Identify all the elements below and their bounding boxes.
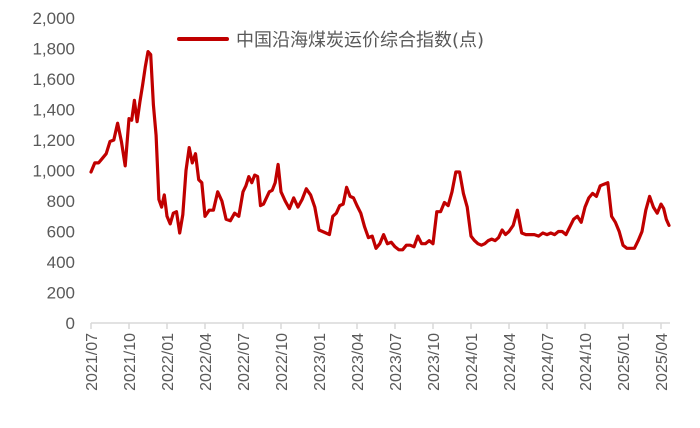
x-tick-label: 2025/01 bbox=[616, 333, 633, 391]
x-tick-label: 2024/07 bbox=[540, 333, 557, 391]
y-tick-label: 2,000 bbox=[32, 9, 75, 28]
legend: 中国沿海煤炭运价综合指数(点) bbox=[177, 30, 484, 51]
x-tick-label: 2022/01 bbox=[160, 333, 177, 391]
x-tick-label: 2024/10 bbox=[578, 333, 595, 391]
y-tick-label: 1,800 bbox=[32, 40, 75, 59]
x-axis: 2021/07 2021/10 2022/01 2022/04 2022/07 2022/… bbox=[84, 322, 671, 391]
y-tick-label: 1,000 bbox=[32, 162, 75, 181]
x-tick-label: 2023/01 bbox=[312, 333, 329, 391]
y-tick-label: 1,200 bbox=[32, 131, 75, 150]
y-axis: 0 200 400 600 800 1,000 1,200 1,400 1,600 1,800 2,… bbox=[32, 9, 75, 333]
x-tick-label: 2024/01 bbox=[464, 333, 481, 391]
x-tick-label: 2023/10 bbox=[426, 333, 443, 391]
x-tick-label: 2025/04 bbox=[654, 333, 671, 391]
y-tick-label: 1,600 bbox=[32, 70, 75, 89]
legend-label: 中国沿海煤炭运价综合指数(点) bbox=[236, 30, 484, 51]
series-line bbox=[89, 50, 671, 252]
x-tick-label: 2024/04 bbox=[502, 333, 519, 391]
y-tick-label: 200 bbox=[47, 284, 75, 303]
x-tick-label: 2022/04 bbox=[198, 333, 215, 391]
x-tick-label: 2021/07 bbox=[84, 333, 101, 391]
series-path bbox=[89, 50, 671, 252]
x-tick-label: 2023/07 bbox=[388, 333, 405, 391]
y-tick-label: 0 bbox=[66, 314, 75, 333]
y-tick-label: 600 bbox=[47, 223, 75, 242]
y-tick-label: 800 bbox=[47, 192, 75, 211]
y-tick-label: 400 bbox=[47, 253, 75, 272]
x-tick-label: 2022/07 bbox=[236, 333, 253, 391]
x-tick-label: 2021/10 bbox=[122, 333, 139, 391]
y-tick-label: 1,400 bbox=[32, 101, 75, 120]
x-tick-label: 2022/10 bbox=[274, 333, 291, 391]
x-tick-label: 2023/04 bbox=[350, 333, 367, 391]
